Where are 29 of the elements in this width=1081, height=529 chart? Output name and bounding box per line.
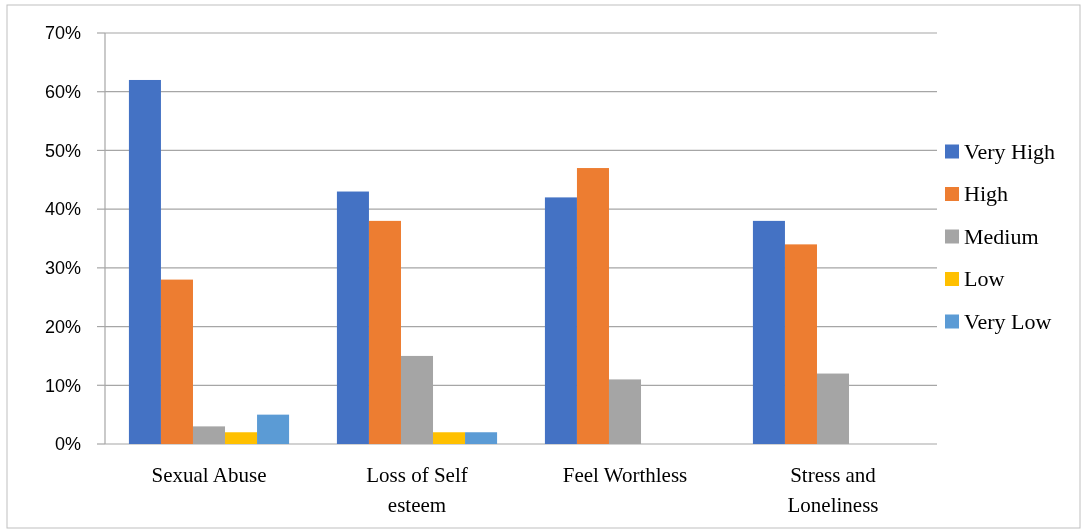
legend-label: High (964, 181, 1008, 206)
x-tick-label: Sexual Abuse (151, 463, 267, 487)
bar (752, 220, 785, 444)
bar (336, 191, 369, 444)
y-tick-label: 60% (44, 82, 81, 103)
x-tick-label: Feel Worthless (562, 463, 688, 487)
legend-label: Very Low (964, 308, 1052, 334)
y-tick-label: 30% (44, 258, 81, 279)
bar (257, 414, 290, 444)
y-tick-label: 70% (44, 23, 81, 44)
bar (544, 197, 577, 444)
bar (576, 168, 609, 444)
bar (784, 244, 817, 444)
bar (225, 432, 258, 444)
x-tick-label: Stress and Loneliness (787, 463, 879, 517)
y-tick-label: 20% (44, 316, 81, 337)
bar (433, 432, 466, 444)
legend-label: Medium (964, 223, 1039, 249)
bar (465, 432, 498, 444)
legend-label: Low (964, 266, 1005, 291)
bar (368, 220, 401, 444)
legend-label: Very High (964, 138, 1056, 164)
y-tick-label: 10% (44, 375, 81, 396)
y-tick-label: 50% (44, 140, 81, 161)
bar (128, 79, 161, 444)
y-tick-label: 0% (54, 434, 81, 455)
bar (160, 279, 193, 444)
x-tick-label: Loss of Self esteem (366, 463, 468, 517)
y-tick-label: 40% (44, 199, 81, 220)
